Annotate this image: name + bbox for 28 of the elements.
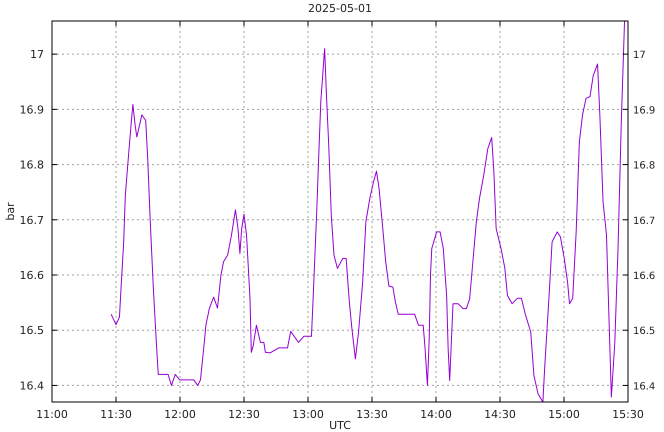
x-axis-title: UTC: [329, 419, 352, 432]
y2-tick-label: 16.6: [633, 271, 656, 282]
y2-tick-label: 16.9: [633, 105, 656, 116]
y-tick-label: 17: [30, 48, 44, 62]
x-tick-label: 12:30: [228, 408, 260, 421]
y-tick-label: 16.9: [20, 103, 44, 116]
y2-tick-label: 16.5: [633, 326, 656, 338]
y-tick-label: 16.8: [20, 158, 44, 172]
x-tick-label: 13:30: [356, 408, 388, 421]
line-series: [110, 21, 626, 402]
y-tick-label: 16.7: [20, 214, 44, 227]
y-tick-label: 16.5: [20, 324, 44, 338]
x-tick-label: 12:00: [164, 408, 196, 421]
y2-tick-label: 16.7: [633, 216, 656, 227]
y-tick-label: 16.4: [20, 379, 44, 392]
y-tick-label: 16.6: [20, 269, 44, 282]
x-tick-label: 15:00: [548, 408, 580, 421]
x-tick-label: 15:30: [612, 408, 644, 421]
x-tick-label: 11:00: [36, 408, 68, 421]
chart-title: 2025-05-01: [308, 2, 372, 15]
y2-tick-label: 17: [633, 50, 646, 62]
y2-tick-label: 16.8: [633, 160, 656, 172]
y-axis-title: bar: [4, 202, 17, 221]
x-tick-label: 13:00: [292, 408, 324, 421]
y2-tick-label: 16.4: [633, 381, 656, 392]
x-tick-label: 14:00: [420, 408, 452, 421]
x-tick-label: 11:30: [100, 408, 132, 421]
x-tick-label: 14:30: [484, 408, 516, 421]
